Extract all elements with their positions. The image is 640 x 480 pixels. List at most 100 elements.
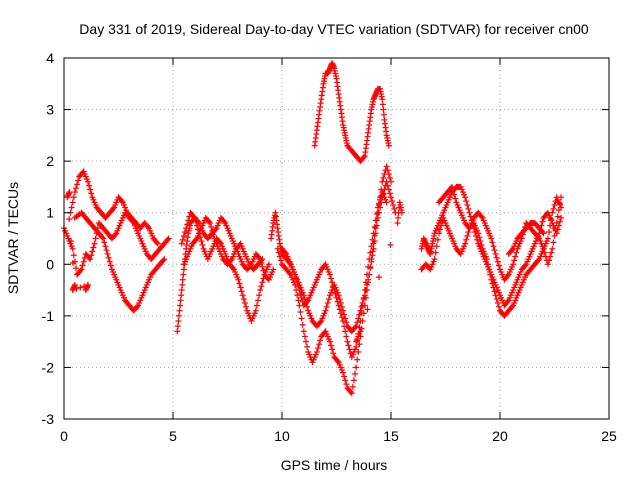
data-point [100,235,107,242]
data-point [492,292,499,299]
data-point [508,247,515,254]
data-point [344,338,351,345]
data-point [354,319,361,326]
data-point [66,189,73,196]
data-point [488,235,495,242]
y-tick-label: -1 [42,308,55,324]
data-point [295,297,302,304]
data-point [329,346,336,353]
data-point [388,194,394,201]
data-point [383,163,390,170]
data-point [192,218,199,225]
data-point [491,247,498,254]
data-point [391,205,398,212]
data-point [256,292,263,299]
y-axis-label: SDTVAR / TECUs [5,182,21,294]
data-point [90,244,97,251]
data-point [343,333,350,340]
data-point [180,232,187,239]
data-point [227,257,234,264]
data-point [258,283,265,290]
data-point [191,214,198,221]
data-point [70,252,77,259]
data-point [551,232,558,239]
data-point [99,234,106,241]
data-point [68,204,75,211]
data-point [510,261,517,268]
data-point [340,318,347,325]
data-point [92,235,99,242]
data-point [372,217,379,224]
data-point [180,266,187,273]
data-point [270,266,277,273]
data-point [260,275,267,282]
data-point [87,256,94,263]
data-point [555,207,562,214]
data-point [376,200,383,207]
series-s10 [311,60,392,165]
data-point [75,177,82,184]
data-point [160,257,167,264]
data-point [450,187,457,194]
data-point [476,234,483,241]
series-s3 [71,209,168,314]
data-point [286,270,293,277]
data-point [293,275,300,282]
data-point [364,306,371,313]
data-point [282,249,289,256]
data-point [492,250,499,257]
data-point [377,196,384,203]
data-point [313,348,320,355]
data-point [259,256,266,263]
data-point [104,250,111,257]
data-point [369,236,376,243]
data-point [360,154,367,161]
data-point [89,248,96,255]
data-point [330,350,337,357]
data-point [69,259,76,266]
data-point [379,178,386,185]
data-point [296,287,303,294]
data-point [368,243,375,250]
data-point [350,377,357,384]
y-tick-label: -3 [42,411,55,427]
data-point [370,230,377,237]
data-point [354,356,361,363]
data-point [183,225,190,232]
data-point [550,205,557,212]
data-point [276,253,283,260]
data-point [464,201,471,208]
chart-title: Day 331 of 2019, Sidereal Day-to-day VTE… [79,21,589,37]
data-point [342,328,349,335]
x-axis-label: GPS time / hours [281,457,388,473]
data-point [292,271,299,278]
data-point [452,195,459,202]
data-point [463,198,470,205]
series-s2 [67,168,161,247]
data-point [463,236,470,243]
data-point [297,290,304,297]
data-point [330,283,337,290]
data-point [380,174,387,181]
data-point [180,271,187,278]
series-s4 [174,214,277,335]
data-point [91,240,98,247]
data-point [314,345,321,352]
data-point [72,265,79,272]
data-point [379,101,386,108]
data-point [358,310,365,317]
data-point [365,263,372,270]
data-point [437,226,444,233]
data-point [177,302,184,309]
data-point [485,261,492,268]
data-point [190,213,197,220]
data-point [362,279,369,286]
data-point [216,239,223,246]
data-point [432,249,439,256]
y-tick-label: 1 [46,205,54,221]
data-point [332,290,339,297]
data-point [229,265,236,272]
data-point [494,299,501,306]
data-point [277,257,284,264]
data-point [384,182,391,189]
